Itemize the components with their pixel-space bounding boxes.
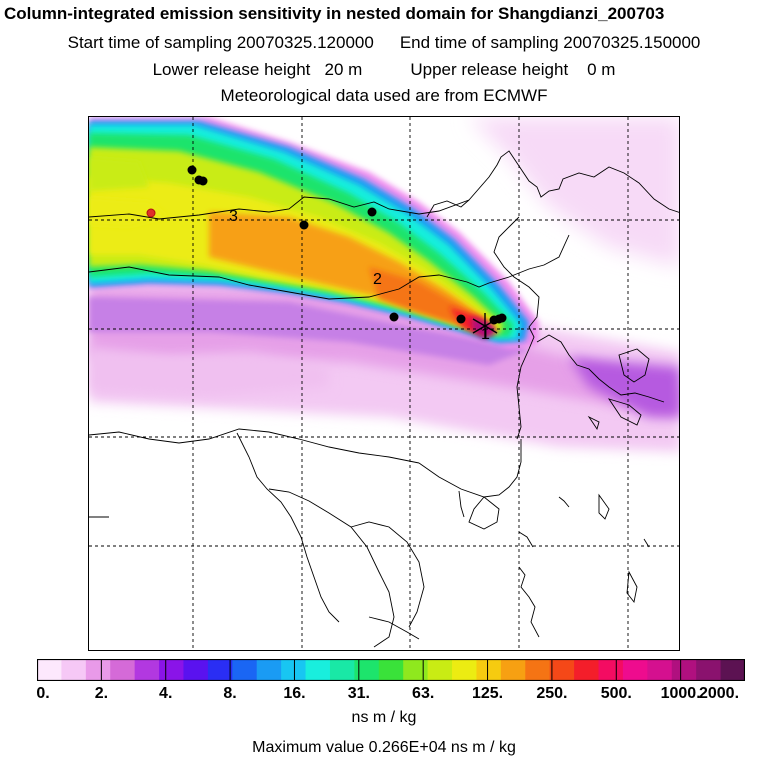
color-scale-cell xyxy=(549,659,575,681)
trajectory-point xyxy=(198,176,208,186)
trajectory-point xyxy=(187,165,197,175)
color-scale-label: 1000. xyxy=(660,685,701,702)
map-panel: 3 2 1 xyxy=(88,116,680,651)
color-scale-cell xyxy=(329,659,355,681)
color-scale-cell xyxy=(720,659,745,681)
color-scale-label: 8. xyxy=(223,685,237,702)
color-scale-label: 125. xyxy=(471,685,504,702)
cluster-label-2: 2 xyxy=(373,271,382,288)
plot-title: Column-integrated emission sensitivity i… xyxy=(4,4,665,23)
color-scale-label: 2000. xyxy=(698,685,740,702)
trajectory-point xyxy=(367,207,377,217)
color-scale-cell xyxy=(427,659,453,681)
trajectory-point xyxy=(456,314,466,324)
highlight-point xyxy=(146,208,156,218)
trajectory-point xyxy=(389,312,399,322)
trajectory-point xyxy=(497,313,507,323)
graticule xyxy=(89,117,679,650)
units-label: ns m / kg xyxy=(351,709,417,726)
color-scale-cell xyxy=(525,659,551,681)
color-scale-cell xyxy=(85,659,111,681)
color-scale-cell xyxy=(452,659,478,681)
color-scale-label: 16. xyxy=(283,685,306,702)
color-scale-label: 31. xyxy=(347,685,370,702)
color-scale-bar xyxy=(37,659,745,681)
color-scale-cell xyxy=(37,659,63,681)
color-scale-label: 63. xyxy=(412,685,435,702)
color-scale-label: 0. xyxy=(36,685,50,702)
color-scale-cell xyxy=(61,659,87,681)
sensitivity-field-low xyxy=(89,117,679,452)
trajectory-point xyxy=(299,220,309,230)
color-scale-label: 2. xyxy=(94,685,109,702)
map-borders xyxy=(89,150,679,648)
release-heights: Lower release height 20 m Upper release h… xyxy=(0,60,768,80)
lower-release-height: Lower release height 20 m xyxy=(152,60,363,79)
color-scale-cell xyxy=(134,659,160,681)
max-value-label: Maximum value 0.266E+04 ns m / kg xyxy=(252,739,516,756)
color-scale-cell xyxy=(622,659,648,681)
color-scale-cell xyxy=(671,659,697,681)
color-scale-cell xyxy=(476,659,502,681)
color-scale-cell xyxy=(281,659,307,681)
map-svg: 3 2 1 xyxy=(89,117,679,650)
cluster-label-3: 3 xyxy=(229,208,238,225)
color-scale-label: 250. xyxy=(536,685,568,702)
color-scale-cell xyxy=(574,659,600,681)
cluster-label-1: 1 xyxy=(481,326,490,343)
color-scale-cell xyxy=(159,659,185,681)
color-scale-cell xyxy=(256,659,282,681)
color-scale-label: 4. xyxy=(159,685,173,702)
color-scale-label: 500. xyxy=(600,685,632,702)
color-scale-cell xyxy=(500,659,526,681)
color-scale-cell xyxy=(305,659,331,681)
color-scale-cell xyxy=(696,659,722,681)
color-scale-cell xyxy=(232,659,258,681)
color-scale-cell xyxy=(207,659,233,681)
color-scale-cell xyxy=(183,659,209,681)
sampling-times: Start time of sampling 20070325.120000 En… xyxy=(0,33,768,53)
color-scale-cell xyxy=(110,659,136,681)
upper-release-height: Upper release height 0 m xyxy=(410,60,616,79)
color-scale-cell xyxy=(403,659,429,681)
start-time-label: Start time of sampling 20070325.120000 xyxy=(67,33,374,52)
trajectory-points xyxy=(187,165,507,325)
color-scale-cell xyxy=(354,659,380,681)
color-scale-cell xyxy=(598,659,624,681)
color-scale-cell xyxy=(378,659,404,681)
color-scale-cell xyxy=(647,659,673,681)
end-time-label: End time of sampling 20070325.150000 xyxy=(399,33,701,52)
met-data-label: Meteorological data used are from ECMWF xyxy=(220,86,548,105)
star-cross-icon xyxy=(472,313,498,339)
